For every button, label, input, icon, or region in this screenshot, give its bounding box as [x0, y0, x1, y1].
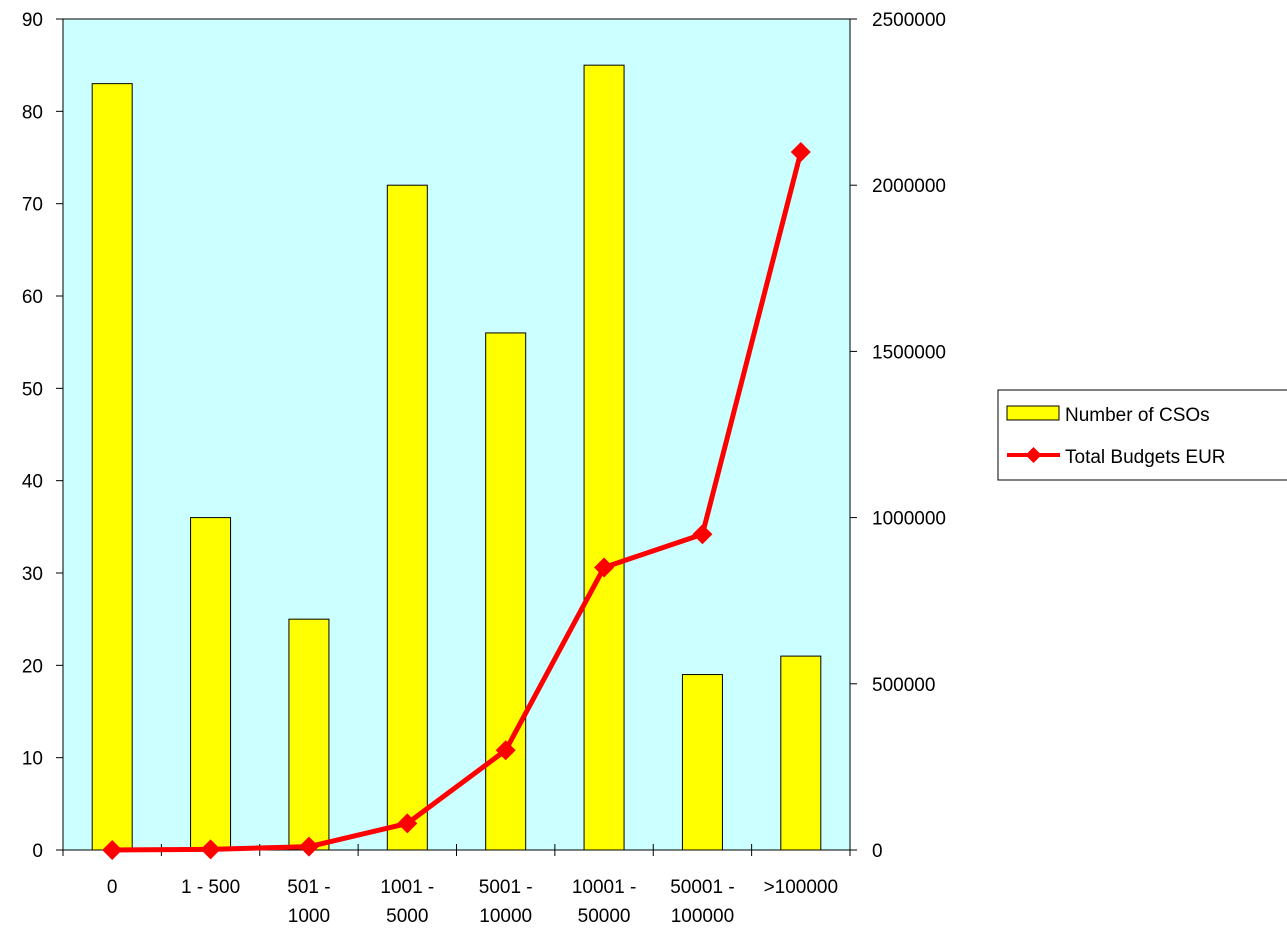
- left-tick-label: 60: [22, 287, 43, 308]
- budget-marker-2: [298, 836, 319, 857]
- legend-swatch-bars: [1006, 405, 1060, 421]
- right-tick-label: 2000000: [872, 176, 946, 197]
- right-tick-label: 0: [872, 841, 883, 862]
- budget-marker-5: [594, 557, 615, 578]
- left-tick-label: 30: [22, 564, 43, 585]
- right-tick-label: 2500000: [872, 10, 946, 31]
- budget-marker-6: [692, 524, 713, 545]
- x-tick-label: >100000: [764, 877, 839, 898]
- legend: Number of CSOs Total Budgets EUR: [997, 389, 1287, 481]
- budget-marker-7: [790, 141, 811, 162]
- budget-line-group: [102, 141, 811, 860]
- x-tick-label: 10001 -: [572, 877, 636, 898]
- right-tick-label: 1000000: [872, 509, 946, 530]
- right-tick-label: 1500000: [872, 342, 946, 363]
- left-tick-label: 0: [32, 841, 43, 862]
- budget-line: [112, 151, 804, 853]
- bar-1: [190, 517, 232, 851]
- bar-7: [780, 655, 822, 851]
- left-tick-label: 40: [22, 472, 43, 493]
- x-tick-label: 50001 -: [670, 877, 734, 898]
- right-tick-label: 500000: [872, 675, 935, 696]
- x-tick-label: 5001 -: [479, 877, 533, 898]
- x-tick-label: 100000: [671, 906, 734, 927]
- budget-marker-1: [200, 839, 221, 860]
- left-tick-label: 90: [22, 10, 43, 31]
- bar-5: [583, 64, 625, 851]
- left-axis: 0 10 20 30 40 50 60 70 80 90: [22, 10, 64, 862]
- left-tick-label: 80: [22, 102, 43, 123]
- x-axis: 0 1 - 500 501 - 1000 1001 - 5000 5001 - 10000 10…: [62, 844, 851, 927]
- x-tick-label: 5000: [386, 906, 428, 927]
- legend-label-line: Total Budgets EUR: [1065, 447, 1226, 468]
- left-tick-label: 50: [22, 379, 43, 400]
- legend-swatch-marker: [1025, 447, 1042, 463]
- bar-6: [681, 674, 723, 851]
- x-tick-label: 10000: [479, 906, 532, 927]
- left-tick-label: 10: [22, 749, 43, 770]
- left-tick-label: 20: [22, 656, 43, 677]
- x-tick-label: 501 -: [287, 877, 330, 898]
- x-tick-label: 1 - 500: [181, 877, 240, 898]
- bar-3: [386, 184, 428, 851]
- bar-4: [485, 332, 527, 851]
- left-tick-label: 70: [22, 195, 43, 216]
- budget-marker-4: [495, 740, 516, 761]
- x-tick-label: 0: [107, 877, 118, 898]
- x-tick-label: 1000: [288, 906, 330, 927]
- legend-box: [997, 389, 1287, 481]
- budget-marker-3: [397, 813, 418, 834]
- bars-group: [91, 64, 822, 851]
- x-tick-label: 1001 -: [380, 877, 434, 898]
- legend-label-bars: Number of CSOs: [1065, 405, 1210, 426]
- plot-area: [62, 18, 851, 851]
- right-axis: 0 500000 1000000 1500000 2000000 2500000: [849, 10, 946, 862]
- bar-2: [288, 618, 330, 851]
- bar-0: [91, 83, 133, 851]
- x-tick-label: 50000: [578, 906, 631, 927]
- budget-marker-0: [102, 840, 123, 860]
